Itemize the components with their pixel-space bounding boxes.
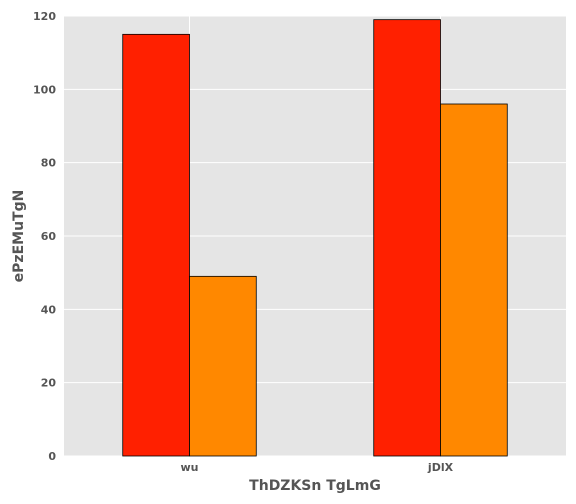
y-tick-label: 120: [33, 10, 56, 23]
x-tick-label: jDlX: [427, 461, 454, 474]
bar: [123, 34, 190, 456]
x-axis-ticks: wu jDlX: [181, 461, 454, 474]
bar: [374, 20, 441, 456]
y-axis-ticks: 0 20 40 60 80 100 120: [33, 10, 56, 463]
y-axis-label: ePzEMuTgN: [11, 190, 27, 283]
y-tick-label: 60: [41, 230, 57, 243]
x-axis-label: ThDZKSn TgLmG: [249, 478, 381, 494]
y-tick-label: 20: [41, 377, 57, 390]
y-tick-label: 40: [41, 303, 57, 316]
y-tick-label: 80: [41, 157, 57, 170]
x-tick-label: wu: [181, 461, 199, 474]
y-tick-label: 100: [33, 83, 56, 96]
y-tick-label: 0: [48, 450, 56, 463]
bar: [190, 276, 257, 456]
bar: [441, 104, 508, 456]
